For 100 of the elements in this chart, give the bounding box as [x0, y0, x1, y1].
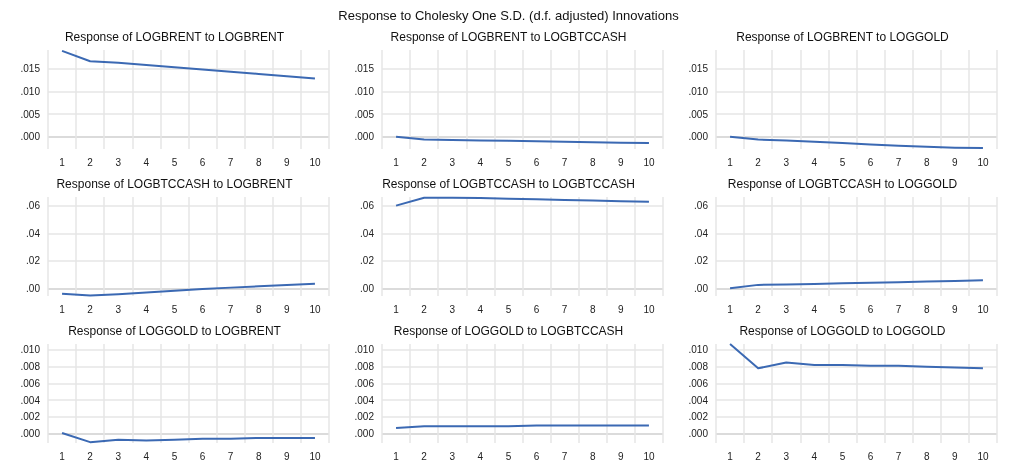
chart-title: Response of LOGBRENT to LOGBTCCASH: [390, 30, 627, 44]
y-tick-label: .00: [360, 282, 375, 294]
y-tick-label: .000: [354, 428, 375, 440]
y-tick-label: .002: [20, 411, 41, 423]
x-tick-label: 6: [533, 156, 540, 168]
x-tick-label: 1: [393, 450, 400, 462]
line-series: [61, 282, 316, 297]
y-tick-label: .015: [688, 63, 709, 75]
y-tick-label: .00: [26, 282, 41, 294]
y-tick-label: .010: [688, 86, 709, 98]
y-tick-label: .000: [688, 428, 709, 440]
y-tick-label: .06: [26, 200, 41, 212]
x-tick-label: 6: [533, 303, 540, 315]
y-tick-label: .010: [354, 344, 375, 356]
x-tick-label: 6: [867, 450, 874, 462]
x-tick-label: 3: [783, 303, 790, 315]
y-tick-label: .005: [20, 108, 41, 120]
x-tick-label: 2: [755, 303, 762, 315]
x-tick-label: 9: [952, 450, 959, 462]
line-series: [729, 135, 984, 150]
x-tick-label: 1: [727, 303, 734, 315]
x-tick-label: 10: [977, 156, 989, 168]
line-series: [395, 135, 650, 145]
x-tick-label: 7: [227, 156, 234, 168]
x-tick-label: 5: [839, 303, 846, 315]
x-tick-label: 8: [923, 450, 930, 462]
y-tick-label: .00: [694, 282, 709, 294]
x-tick-label: 9: [284, 303, 291, 315]
x-tick-label: 4: [477, 303, 484, 315]
x-tick-label: 9: [618, 156, 625, 168]
x-tick-label: 10: [977, 303, 989, 315]
chart-title: Response of LOGBTCCASH to LOGBTCCASH: [382, 177, 635, 191]
x-tick-label: 9: [618, 450, 625, 462]
x-tick-label: 8: [589, 303, 596, 315]
x-tick-label: 8: [589, 450, 596, 462]
line-series: [729, 279, 984, 290]
y-tick-label: .02: [360, 255, 375, 267]
y-tick-label: .02: [694, 255, 709, 267]
x-tick-label: 4: [477, 156, 484, 168]
x-tick-label: 3: [115, 450, 122, 462]
x-tick-label: 3: [449, 303, 456, 315]
x-tick-label: 10: [309, 156, 321, 168]
x-tick-label: 6: [199, 303, 206, 315]
x-tick-label: 5: [505, 303, 512, 315]
x-tick-label: 7: [895, 156, 902, 168]
x-tick-label: 4: [143, 303, 150, 315]
chart-title: Response of LOGBRENT to LOGGOLD: [736, 30, 950, 44]
y-tick-label: .04: [694, 227, 709, 239]
x-tick-label: 1: [393, 156, 400, 168]
x-tick-label: 8: [923, 303, 930, 315]
y-tick-label: .005: [688, 108, 709, 120]
y-tick-label: .000: [20, 428, 41, 440]
x-tick-label: 9: [618, 303, 625, 315]
x-tick-label: 2: [755, 156, 762, 168]
y-tick-label: .010: [20, 86, 41, 98]
y-tick-label: .008: [20, 361, 41, 373]
x-tick-label: 7: [561, 303, 568, 315]
x-tick-label: 10: [309, 303, 321, 315]
x-tick-label: 1: [727, 156, 734, 168]
y-tick-label: .010: [688, 344, 709, 356]
x-tick-label: 9: [284, 450, 291, 462]
y-tick-label: .010: [20, 344, 41, 356]
x-tick-label: 10: [977, 450, 989, 462]
x-tick-label: 9: [284, 156, 291, 168]
text: Response to Cholesky One S.D. (d.f. adjusted) Innovations: [337, 8, 680, 24]
y-tick-label: .04: [26, 227, 41, 239]
x-tick-label: 7: [895, 450, 902, 462]
x-tick-label: 4: [811, 450, 818, 462]
x-tick-label: 2: [755, 450, 762, 462]
x-tick-label: 1: [393, 303, 400, 315]
chart-title: Response of LOGBTCCASH to LOGGOLD: [727, 177, 958, 191]
y-tick-label: .06: [694, 200, 709, 212]
x-tick-label: 5: [839, 450, 846, 462]
y-tick-label: .004: [354, 394, 375, 406]
chart-title: Response of LOGBTCCASH to LOGBRENT: [56, 177, 294, 191]
y-tick-label: .008: [688, 361, 709, 373]
y-tick-label: .010: [354, 86, 375, 98]
x-tick-label: 5: [505, 450, 512, 462]
x-tick-label: 3: [449, 156, 456, 168]
line-series: [61, 49, 316, 80]
x-tick-label: 5: [171, 450, 178, 462]
x-tick-label: 1: [59, 303, 66, 315]
x-tick-label: 5: [171, 156, 178, 168]
y-tick-label: .015: [20, 63, 41, 75]
x-tick-label: 5: [505, 156, 512, 168]
x-tick-label: 8: [255, 156, 262, 168]
x-tick-label: 6: [867, 303, 874, 315]
x-tick-label: 1: [727, 450, 734, 462]
y-tick-label: .006: [354, 377, 375, 389]
x-tick-label: 3: [783, 156, 790, 168]
chart-title: Response of LOGBRENT to LOGBRENT: [64, 30, 285, 44]
y-tick-label: .06: [360, 200, 375, 212]
y-tick-label: .015: [354, 63, 375, 75]
x-tick-label: 2: [421, 450, 428, 462]
y-tick-label: .006: [20, 377, 41, 389]
x-tick-label: 2: [421, 303, 428, 315]
y-tick-label: .04: [360, 227, 375, 239]
x-tick-label: 8: [255, 303, 262, 315]
x-tick-label: 4: [143, 450, 150, 462]
y-tick-label: .000: [354, 131, 375, 143]
